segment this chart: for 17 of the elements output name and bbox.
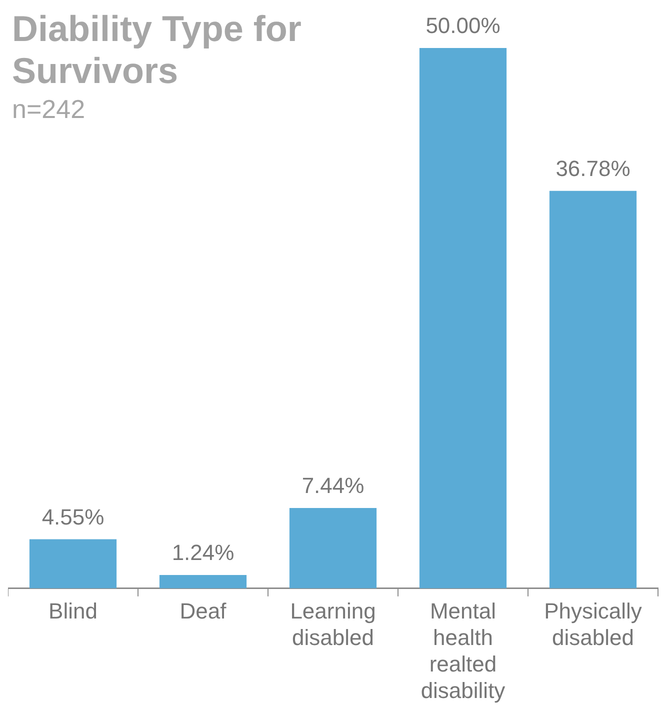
x-tick-label: Blind (48, 598, 98, 624)
bar (419, 48, 507, 588)
bar (549, 190, 637, 588)
x-tick-label: Learning disabled (290, 598, 376, 650)
bar (29, 539, 117, 588)
bar (159, 575, 247, 588)
data-label: 50.00% (426, 13, 500, 38)
data-label: 36.78% (556, 156, 630, 181)
x-tick-label: Deaf (180, 598, 228, 624)
data-label: 7.44% (302, 473, 364, 498)
bar (289, 508, 377, 588)
text: n=242 (12, 94, 86, 125)
x-tick-label: Physically disabled (544, 598, 642, 650)
chart-title: Diability Type for Survivors (12, 8, 302, 92)
x-tick-label: Mental health realted disability (420, 598, 506, 703)
data-label: 1.24% (172, 540, 234, 566)
data-label: 4.55% (42, 504, 104, 530)
